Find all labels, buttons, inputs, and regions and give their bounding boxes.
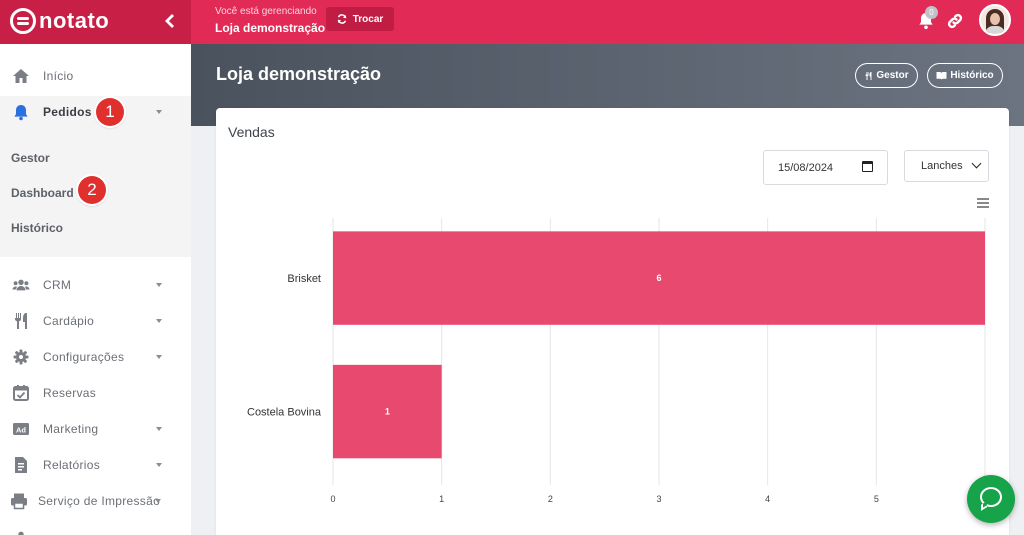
avatar-face (990, 13, 1000, 25)
sidebar-item-marketing[interactable]: Ad Marketing (0, 411, 191, 447)
chevron-left-icon (165, 14, 174, 28)
sidebar-item-label: CRM (43, 278, 72, 292)
sidebar-item-label: Início (43, 69, 74, 83)
book-icon (936, 72, 947, 80)
brand-name: notato (39, 8, 110, 33)
sidebar-item-cardapio[interactable]: Cardápio (0, 303, 191, 339)
sidebar-item-reservas[interactable]: Reservas (0, 375, 191, 411)
avatar-body (985, 26, 1005, 34)
printer-icon (11, 493, 27, 510)
report-icon (15, 457, 27, 473)
data-label: 6 (656, 273, 661, 283)
home-icon (13, 69, 29, 83)
sidebar-subitem-dashboard[interactable]: Dashboard (11, 186, 74, 200)
sidebar-item-label: Pedidos (43, 105, 92, 119)
user-avatar[interactable] (979, 4, 1011, 36)
sidebar-item-inicio[interactable]: Início (0, 58, 191, 94)
users-icon (12, 279, 30, 291)
managing-label: Você está gerenciando (215, 6, 317, 17)
date-value: 15/08/2024 (778, 161, 834, 174)
calendar-icon[interactable] (862, 161, 873, 172)
chevron-down-icon (156, 319, 162, 323)
sidebar-item-label: Marketing (43, 422, 99, 436)
sidebar-item-label: Serviço de Impressão (38, 494, 161, 508)
category-select[interactable]: Lanches (904, 150, 989, 182)
menu-line (977, 206, 989, 208)
link-icon[interactable] (946, 12, 964, 30)
chevron-down-icon (156, 427, 162, 431)
sidebar-item-configuracoes[interactable]: Configurações (0, 339, 191, 375)
top-bar: notato Você está gerenciando Loja demons… (0, 0, 1024, 44)
step-marker-2: 2 (78, 176, 106, 204)
card-title: Vendas (228, 124, 275, 140)
sidebar-item-relatorios[interactable]: Relatórios (0, 447, 191, 483)
menu-line (977, 202, 989, 204)
category-label: Brisket (287, 273, 321, 285)
users-icon (18, 531, 24, 535)
sidebar-item-pedidos[interactable]: Pedidos (0, 94, 191, 130)
historico-button-label: Histórico (950, 70, 994, 81)
chat-bubble-tail (981, 501, 987, 511)
x-tick-label: 3 (656, 494, 661, 504)
sidebar-item-crm[interactable]: CRM (0, 267, 191, 303)
category-value: Lanches (921, 160, 963, 172)
category-label: Costela Bovina (247, 407, 322, 419)
collapse-sidebar-button[interactable] (163, 10, 179, 32)
gestor-button-label: Gestor (876, 70, 909, 81)
chat-button[interactable] (967, 475, 1015, 523)
brand-area: notato (0, 0, 191, 44)
switch-store-button[interactable]: Trocar (326, 7, 394, 31)
svg-text:Ad: Ad (16, 426, 26, 435)
step-marker-1: 1 (96, 98, 124, 126)
chevron-down-icon (156, 463, 162, 467)
brand-logo[interactable]: notato (10, 8, 109, 34)
x-tick-label: 1 (439, 494, 444, 504)
notification-count-badge: 0 (925, 6, 938, 19)
chevron-down-icon (156, 283, 162, 287)
sidebar-item-label: Configurações (43, 350, 125, 364)
logo-icon (10, 8, 36, 34)
sidebar-item-label: Cardápio (43, 314, 95, 328)
sidebar-item-servico-impressao[interactable]: Serviço de Impressão (0, 483, 191, 519)
x-tick-label: 4 (765, 494, 770, 504)
page-title: Loja demonstração (216, 64, 382, 84)
sidebar-item-partial[interactable] (0, 519, 191, 535)
chat-bubble-icon (980, 487, 1002, 507)
sales-bar-chart: 0 1 2 3 4 5 Brisket 6 Costela Bovina 1 (247, 218, 986, 504)
gear-icon (13, 349, 29, 365)
gestor-button[interactable]: Gestor (855, 63, 918, 88)
utensils-icon (865, 71, 872, 80)
ad-icon: Ad (13, 423, 29, 435)
bell-icon (14, 105, 28, 121)
sidebar-item-label: Reservas (43, 386, 97, 400)
sidebar-subitem-gestor[interactable]: Gestor (11, 151, 50, 165)
bar (333, 364, 442, 459)
sidebar-item-label: Relatórios (43, 458, 101, 472)
current-store-name: Loja demonstração (215, 21, 326, 35)
utensils-icon (15, 313, 27, 329)
x-tick-label: 5 (874, 494, 879, 504)
x-tick-label: 2 (548, 494, 553, 504)
chevron-down-icon (156, 110, 162, 114)
chevron-down-icon (155, 499, 161, 503)
refresh-icon (337, 14, 346, 24)
date-input[interactable]: 15/08/2024 (763, 150, 888, 185)
chevron-down-icon (156, 355, 162, 359)
sidebar-subitem-historico[interactable]: Histórico (11, 221, 64, 235)
data-label: 1 (385, 407, 390, 417)
bar (333, 231, 985, 325)
switch-store-label: Trocar (352, 13, 384, 25)
x-tick-label: 0 (330, 494, 335, 504)
calendar-check-icon (13, 385, 29, 401)
menu-line (977, 198, 989, 200)
chart-menu-icon[interactable] (977, 198, 989, 208)
historico-button[interactable]: Histórico (927, 63, 1003, 88)
